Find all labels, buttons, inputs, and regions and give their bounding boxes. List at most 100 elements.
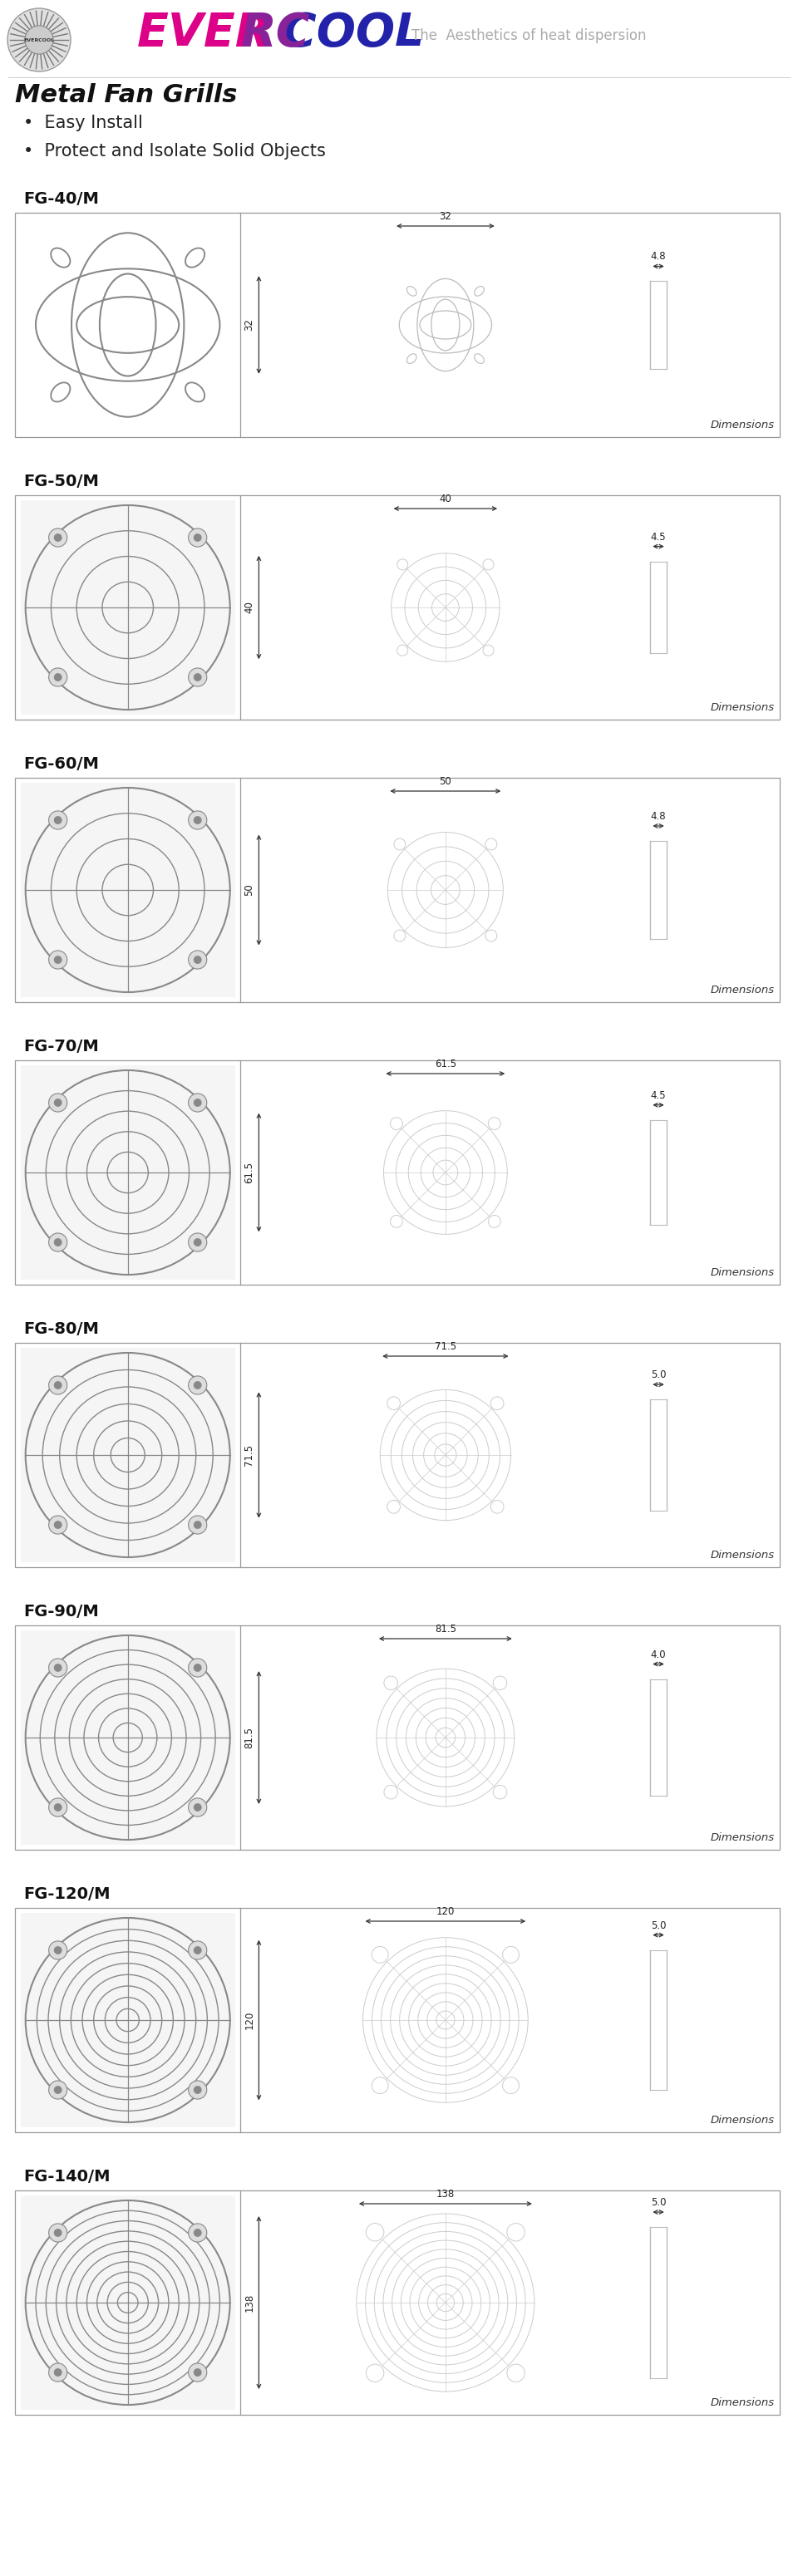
Circle shape [53,1947,62,1955]
Circle shape [25,26,53,54]
Text: FG-80/M: FG-80/M [23,1321,99,1337]
Text: 50: 50 [244,884,255,896]
Circle shape [193,817,202,824]
Circle shape [49,951,67,969]
Text: 4.5: 4.5 [650,531,666,544]
Text: 32: 32 [439,211,452,222]
Text: 5.0: 5.0 [650,2197,666,2208]
Circle shape [193,1803,202,1811]
Text: EVERCOOL: EVERCOOL [24,39,54,41]
Bar [21,1347,235,1561]
Text: 40: 40 [244,600,255,613]
Text: 4.8: 4.8 [650,252,666,263]
Text: 4.8: 4.8 [650,811,666,822]
Circle shape [53,2367,62,2378]
Text: 71.5: 71.5 [244,1445,255,1466]
Text: 138: 138 [244,2293,255,2311]
Text: FG-60/M: FG-60/M [23,757,99,773]
Circle shape [188,811,207,829]
Circle shape [193,956,202,963]
Bar [15,214,780,438]
Circle shape [193,2087,202,2094]
Circle shape [53,2228,62,2236]
Text: •  Easy Install: • Easy Install [23,116,143,131]
Text: 120: 120 [244,2012,255,2030]
Circle shape [193,672,202,680]
Circle shape [188,1092,207,1113]
Bar [15,1625,780,1850]
Text: Dimensions: Dimensions [710,703,775,714]
Circle shape [193,2367,202,2378]
Text: RC: RC [241,10,310,57]
Circle shape [188,1659,207,1677]
Circle shape [53,1381,62,1388]
Circle shape [53,956,62,963]
Text: Metal Fan Grills: Metal Fan Grills [15,82,237,108]
Text: FG-120/M: FG-120/M [23,1886,110,1901]
Circle shape [193,2228,202,2236]
Text: 61.5: 61.5 [435,1059,456,1069]
Bar [21,783,235,997]
Text: •  Protect and Isolate Solid Objects: • Protect and Isolate Solid Objects [23,142,326,160]
Circle shape [188,528,207,546]
Circle shape [193,1520,202,1530]
Circle shape [49,1659,67,1677]
Text: Dimensions: Dimensions [710,1267,775,1278]
Circle shape [188,1376,207,1394]
Text: 5.0: 5.0 [650,1919,666,1932]
Circle shape [53,817,62,824]
Bar [21,1066,235,1280]
Circle shape [193,1239,202,1247]
Circle shape [188,667,207,685]
Text: Dimensions: Dimensions [710,420,775,430]
Text: 71.5: 71.5 [435,1342,456,1352]
Circle shape [49,528,67,546]
Circle shape [49,1234,67,1252]
Bar [21,1914,235,2128]
Circle shape [193,1097,202,1108]
Circle shape [53,2087,62,2094]
Bar [15,2190,780,2414]
Text: Dimensions: Dimensions [710,2115,775,2125]
Circle shape [49,1942,67,1960]
Text: 4.5: 4.5 [650,1090,666,1100]
Text: Dimensions: Dimensions [710,1551,775,1561]
Circle shape [49,2081,67,2099]
Circle shape [49,667,67,685]
Text: 5.0: 5.0 [650,1370,666,1381]
Bar [21,2195,235,2411]
Text: FG-140/M: FG-140/M [23,2169,110,2184]
Text: 50: 50 [440,775,452,786]
Circle shape [188,1515,207,1535]
Circle shape [49,1092,67,1113]
Text: Dimensions: Dimensions [710,984,775,994]
Circle shape [53,1239,62,1247]
Circle shape [188,1234,207,1252]
Circle shape [49,2362,67,2383]
Circle shape [49,1798,67,1816]
Text: 61.5: 61.5 [244,1162,255,1182]
Circle shape [193,1947,202,1955]
Circle shape [49,1515,67,1535]
Text: Dimensions: Dimensions [710,2398,775,2409]
Bar [21,500,235,714]
Text: 81.5: 81.5 [244,1726,255,1749]
Text: COOL: COOL [282,10,425,57]
Circle shape [53,1803,62,1811]
Text: 138: 138 [437,2190,455,2200]
Text: 120: 120 [437,1906,455,1917]
Circle shape [49,811,67,829]
Bar [15,1061,780,1285]
Text: 81.5: 81.5 [435,1623,456,1636]
Circle shape [7,8,71,72]
Text: 4.0: 4.0 [650,1649,666,1659]
Text: FG-90/M: FG-90/M [23,1605,99,1620]
Text: FG-40/M: FG-40/M [23,191,99,206]
Bar [15,1342,780,1566]
Bar [15,495,780,719]
Circle shape [49,1376,67,1394]
Text: EVER: EVER [137,10,271,57]
Text: 40: 40 [439,495,452,505]
Bar [15,778,780,1002]
Text: 32: 32 [244,319,255,332]
